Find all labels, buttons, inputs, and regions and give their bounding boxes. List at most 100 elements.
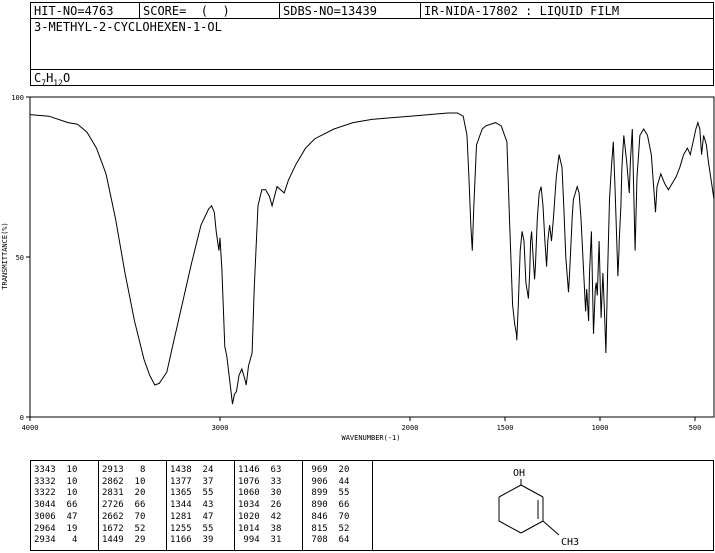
peak-row: 1344 43 bbox=[170, 500, 213, 511]
peak-transmittance: 39 bbox=[191, 535, 214, 546]
peak-wavenumber: 2964 bbox=[34, 523, 56, 534]
peak-wavenumber: 1365 bbox=[170, 488, 192, 499]
peak-wavenumber: 3044 bbox=[34, 500, 56, 511]
plot-frame bbox=[29, 96, 715, 418]
peak-row: 1034 26 bbox=[238, 500, 281, 511]
peak-wavenumber: 1281 bbox=[170, 511, 192, 522]
peak-row: 3044 66 bbox=[34, 500, 77, 511]
peak-wavenumber: 2831 bbox=[102, 488, 124, 499]
peak-transmittance: 38 bbox=[259, 523, 282, 534]
peak-transmittance: 31 bbox=[259, 535, 282, 546]
score: SCORE= ( ) bbox=[140, 3, 280, 19]
peak-wavenumber: 2862 bbox=[102, 476, 124, 487]
formula-box: C7H12O bbox=[30, 69, 714, 87]
peak-row: 899 55 bbox=[306, 488, 349, 499]
peak-transmittance: 47 bbox=[191, 511, 214, 522]
y-tick-label-100: 100 bbox=[11, 94, 24, 102]
peak-transmittance: 42 bbox=[259, 511, 282, 522]
peak-row: 1449 29 bbox=[102, 535, 145, 546]
peak-row: 2831 20 bbox=[102, 488, 145, 499]
peak-wavenumber: 899 bbox=[306, 488, 328, 499]
peak-row: 1076 33 bbox=[238, 477, 281, 488]
peak-transmittance: 24 bbox=[191, 465, 214, 475]
peak-transmittance: 8 bbox=[123, 465, 146, 475]
peak-row: 1146 63 bbox=[238, 465, 281, 476]
peak-column-separator bbox=[302, 461, 303, 550]
peak-wavenumber: 2662 bbox=[102, 511, 124, 522]
peak-transmittance: 70 bbox=[327, 511, 350, 522]
peak-transmittance: 70 bbox=[123, 511, 146, 522]
peak-row: 3006 47 bbox=[34, 512, 77, 523]
peak-wavenumber: 1076 bbox=[238, 476, 260, 487]
peak-column-separator bbox=[166, 461, 167, 550]
peak-wavenumber: 1060 bbox=[238, 488, 260, 499]
peak-row: 2934 4 bbox=[34, 535, 77, 546]
peak-table: 3343 10 3332 10 3322 10 3044 66 3006 47 2964 … bbox=[30, 460, 373, 551]
peak-transmittance: 4 bbox=[55, 535, 78, 546]
y-tick-label-0: 0 bbox=[20, 414, 24, 422]
x-tick-label-1500: 1500 bbox=[497, 424, 514, 432]
peak-transmittance: 37 bbox=[191, 476, 214, 487]
y-axis-label: TRANSMITTANCE(%) bbox=[1, 222, 9, 289]
ir-spectrum-chart: 4000 3000 2000 1500 1000 500 0 50 100 WAVENUMBER… bbox=[1, 94, 715, 442]
x-tick-label-2000: 2000 bbox=[402, 424, 419, 432]
peak-wavenumber: 846 bbox=[306, 511, 328, 522]
peak-row: 2726 66 bbox=[102, 500, 145, 511]
peak-transmittance: 29 bbox=[123, 535, 146, 546]
peak-row: 815 52 bbox=[306, 524, 349, 535]
peak-transmittance: 10 bbox=[123, 476, 146, 487]
peak-transmittance: 64 bbox=[327, 535, 350, 546]
x-tick-label-3000: 3000 bbox=[212, 424, 229, 432]
x-tick-label-1000: 1000 bbox=[592, 424, 609, 432]
peak-wavenumber: 815 bbox=[306, 523, 328, 534]
peak-row: 2662 70 bbox=[102, 512, 145, 523]
peak-wavenumber: 1255 bbox=[170, 523, 192, 534]
peak-transmittance: 26 bbox=[259, 500, 282, 511]
peak-transmittance: 19 bbox=[55, 523, 78, 534]
peak-row: 3332 10 bbox=[34, 477, 77, 488]
peak-wavenumber: 1014 bbox=[238, 523, 260, 534]
peak-row: 1014 38 bbox=[238, 524, 281, 535]
peak-row: 1438 24 bbox=[170, 465, 213, 476]
peak-transmittance: 47 bbox=[55, 511, 78, 522]
peak-wavenumber: 1020 bbox=[238, 511, 260, 522]
peak-transmittance: 63 bbox=[259, 465, 282, 475]
peak-transmittance: 44 bbox=[327, 476, 350, 487]
peak-wavenumber: 1377 bbox=[170, 476, 192, 487]
peak-wavenumber: 890 bbox=[306, 500, 328, 511]
peak-transmittance: 30 bbox=[259, 488, 282, 499]
peak-transmittance: 66 bbox=[123, 500, 146, 511]
peak-row: 1166 39 bbox=[170, 535, 213, 546]
peak-transmittance: 20 bbox=[123, 488, 146, 499]
peak-wavenumber: 3332 bbox=[34, 476, 56, 487]
peak-row: 1672 52 bbox=[102, 524, 145, 535]
peak-wavenumber: 1166 bbox=[170, 535, 192, 546]
peak-row: 1377 37 bbox=[170, 477, 213, 488]
peak-row: 2913 8 bbox=[102, 465, 145, 476]
peak-row: 906 44 bbox=[306, 477, 349, 488]
x-axis-label: WAVENUMBER(-1) bbox=[341, 434, 400, 442]
peak-row: 994 31 bbox=[238, 535, 281, 546]
peak-transmittance: 20 bbox=[327, 465, 350, 475]
peak-transmittance: 52 bbox=[123, 523, 146, 534]
x-tick-label-500: 500 bbox=[689, 424, 702, 432]
peak-row: 1255 55 bbox=[170, 524, 213, 535]
peak-wavenumber: 2934 bbox=[34, 535, 56, 546]
peak-row: 2964 19 bbox=[34, 524, 77, 535]
peak-wavenumber: 969 bbox=[306, 465, 328, 475]
compound-name: 3-METHYL-2-CYCLOHEXEN-1-OL bbox=[34, 20, 222, 34]
peak-transmittance: 10 bbox=[55, 465, 78, 475]
peak-row: 3343 10 bbox=[34, 465, 77, 476]
peak-wavenumber: 1344 bbox=[170, 500, 192, 511]
peak-row: 969 20 bbox=[306, 465, 349, 476]
peak-row: 846 70 bbox=[306, 512, 349, 523]
x-tick-label-4000: 4000 bbox=[22, 424, 39, 432]
peak-row: 1060 30 bbox=[238, 488, 281, 499]
peak-transmittance: 52 bbox=[327, 523, 350, 534]
peak-transmittance: 66 bbox=[327, 500, 350, 511]
peak-wavenumber: 1146 bbox=[238, 465, 260, 475]
peak-column-separator bbox=[98, 461, 99, 550]
peak-transmittance: 33 bbox=[259, 476, 282, 487]
peak-wavenumber: 708 bbox=[306, 535, 328, 546]
peak-row: 1020 42 bbox=[238, 512, 281, 523]
